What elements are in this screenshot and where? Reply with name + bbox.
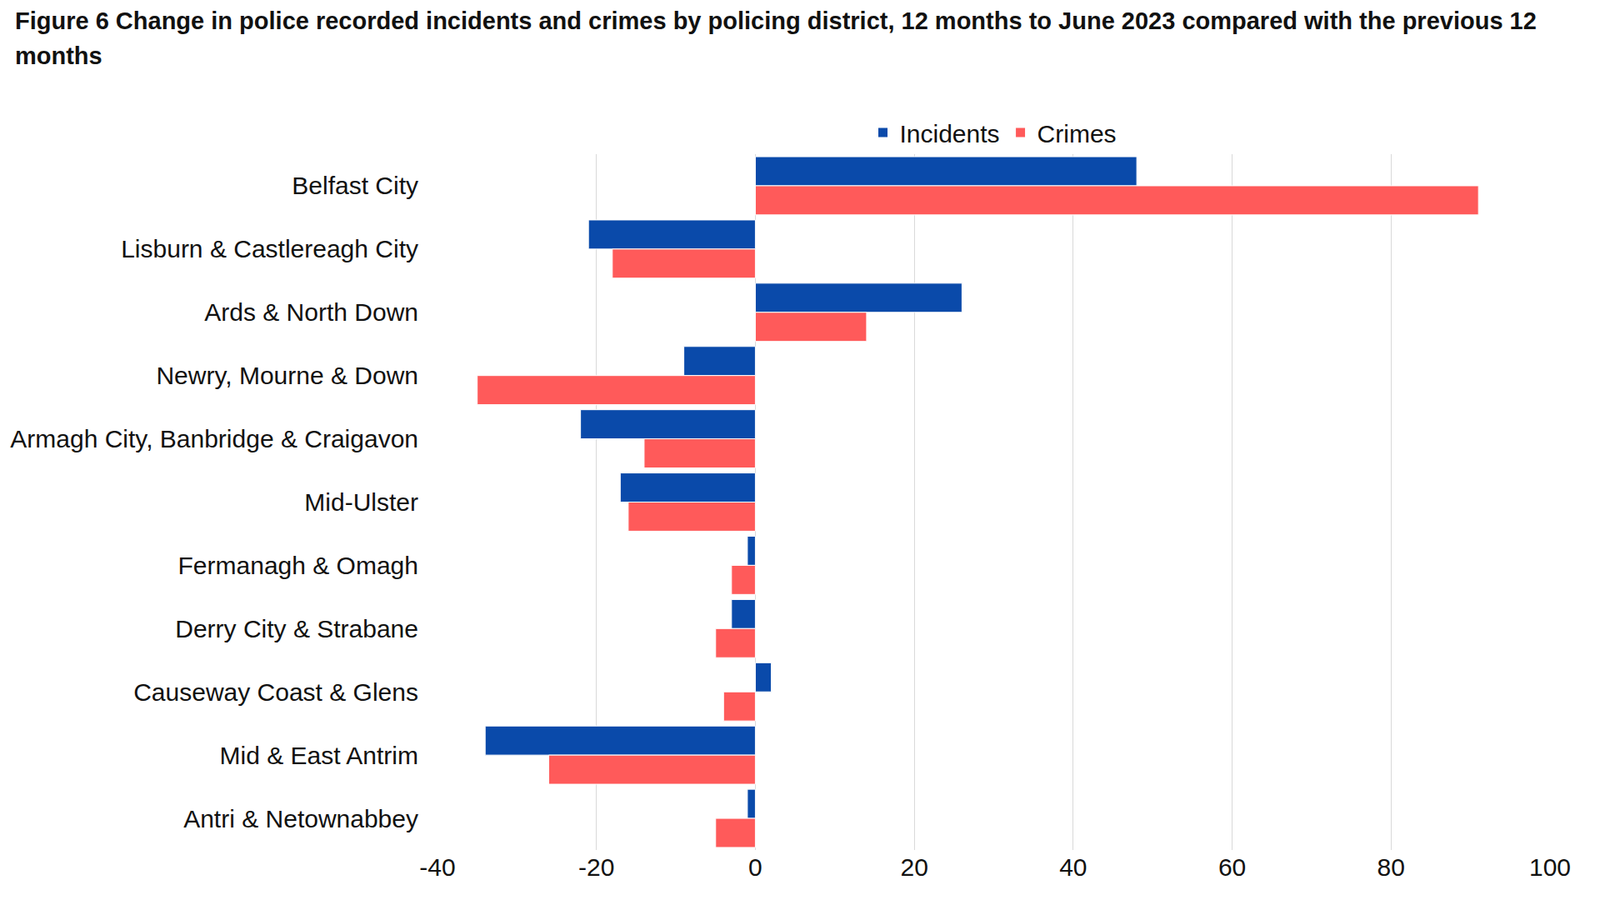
svg-text:20: 20: [900, 853, 928, 881]
svg-text:Belfast City: Belfast City: [291, 171, 419, 200]
svg-text:Mid-Ulster: Mid-Ulster: [304, 488, 419, 516]
svg-text:Newry, Mourne & Down: Newry, Mourne & Down: [155, 361, 419, 390]
svg-text:60: 60: [1218, 853, 1246, 881]
svg-text:40: 40: [1059, 853, 1087, 881]
svg-text:Derry City & Strabane: Derry City & Strabane: [175, 615, 419, 643]
svg-text:Antri & Netownabbey: Antri & Netownabbey: [183, 805, 419, 833]
svg-text:Causeway Coast & Glens: Causeway Coast & Glens: [133, 678, 419, 706]
svg-text:100: 100: [1529, 853, 1571, 881]
svg-text:Fermanagh & Omagh: Fermanagh & Omagh: [178, 551, 419, 580]
svg-text:-20: -20: [578, 853, 615, 881]
html-text:Figure 6 Change in police reco: Figure 6 Change in police recorded incid…: [15, 7, 1537, 70]
svg-text:Ards & North Down: Ards & North Down: [204, 298, 419, 326]
svg-text:Mid & East Antrim: Mid & East Antrim: [220, 741, 419, 770]
svg-text:Incidents: Incidents: [900, 120, 1000, 148]
svg-text:Crimes: Crimes: [1037, 120, 1117, 148]
svg-text:Armagh City, Banbridge & Craig: Armagh City, Banbridge & Craigavon: [10, 425, 419, 453]
svg-text:Lisburn & Castlereagh City: Lisburn & Castlereagh City: [120, 235, 419, 263]
svg-text:80: 80: [1377, 853, 1405, 881]
svg-text:-40: -40: [419, 853, 455, 881]
svg-text:0: 0: [748, 853, 763, 881]
